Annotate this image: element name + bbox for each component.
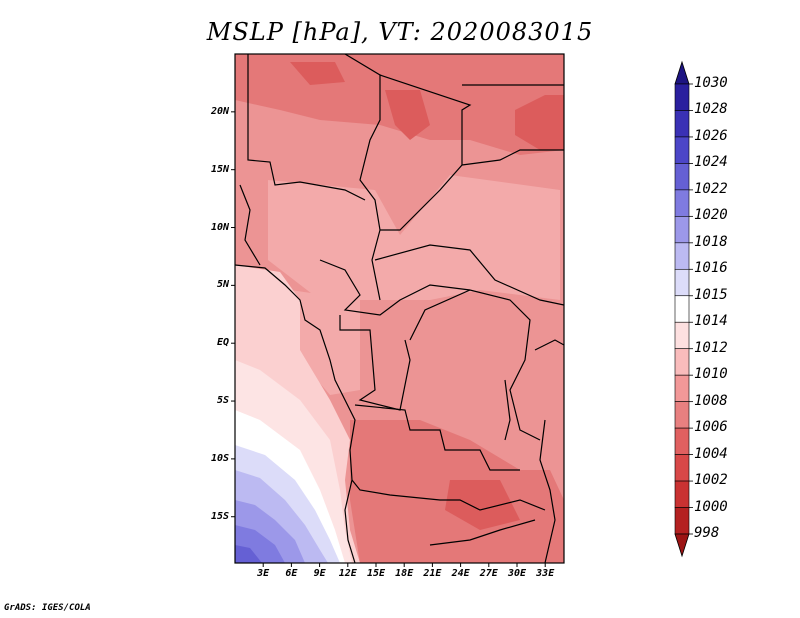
lat-label: 10N xyxy=(210,221,229,233)
colorbar-level-label: 1028 xyxy=(694,101,728,118)
colorbar-level-label: 1010 xyxy=(694,366,728,383)
grads-credit: GrADS: IGES/COLA xyxy=(4,603,91,613)
pressure-core-1004-nw xyxy=(290,62,345,85)
lat-label: 5N xyxy=(216,279,229,291)
colorbar-swatch xyxy=(674,295,690,323)
lon-label: 3E xyxy=(257,568,270,579)
colorbar-swatch xyxy=(674,401,690,429)
colorbar-swatch xyxy=(674,136,690,164)
colorbar-bottom-triangle xyxy=(674,533,690,558)
lat-label: 15S xyxy=(210,510,229,522)
border-cameroon xyxy=(319,259,471,316)
map-title: MSLP [hPa], VT: 2020083015 xyxy=(206,18,594,46)
border-sudan xyxy=(461,149,564,166)
lat-label: 20N xyxy=(210,105,229,117)
colorbar-swatch xyxy=(674,321,690,350)
colorbar-level-label: 1012 xyxy=(694,339,728,356)
lon-label: 18E xyxy=(395,568,414,579)
colorbar-level-label: 1018 xyxy=(694,233,728,250)
colorbar-level-label: 1026 xyxy=(694,127,728,144)
colorbar-level-label: 1024 xyxy=(694,154,728,171)
colorbar-level-label: 1008 xyxy=(694,392,728,409)
map-frame xyxy=(234,53,565,564)
colorbar-swatch xyxy=(674,348,690,376)
border-drc-east xyxy=(409,289,541,441)
colorbar-level-label: 1014 xyxy=(694,313,728,330)
lat-label: 15N xyxy=(210,163,229,175)
colorbar-swatch xyxy=(674,189,690,217)
colorbar-swatch xyxy=(674,268,690,297)
lon-label: 21E xyxy=(423,568,442,579)
colorbar-level-label: 998 xyxy=(694,525,720,541)
lat-label: EQ xyxy=(216,337,229,349)
border-congo xyxy=(339,315,411,411)
country-borders xyxy=(235,54,564,563)
border-angola-north xyxy=(354,404,520,471)
colorbar-level-label: 1030 xyxy=(694,75,728,91)
pressure-field xyxy=(235,54,564,563)
lat-label: 5S xyxy=(216,395,229,407)
colorbar-swatch xyxy=(674,163,690,191)
lon-label: 33E xyxy=(536,568,555,579)
pressure-region-1024 xyxy=(235,545,262,563)
border-angola-south xyxy=(351,479,546,511)
pressure-core-1004-n xyxy=(385,90,430,140)
lon-label: 6E xyxy=(285,568,298,579)
colorbar-swatch xyxy=(674,480,690,508)
axis-ticks xyxy=(231,111,546,567)
colorbar-top-triangle xyxy=(674,60,690,85)
lon-label: 30E xyxy=(507,568,527,579)
colorbar-swatch xyxy=(674,507,690,535)
colorbar-swatch xyxy=(674,427,690,455)
colorbar-level-label: 1000 xyxy=(694,498,728,515)
border-central-north xyxy=(344,54,381,301)
colorbar-swatch xyxy=(674,374,690,402)
colorbar-level-label: 1015 xyxy=(694,286,728,303)
lon-label: 15E xyxy=(366,568,386,579)
colorbar-swatch xyxy=(674,83,690,111)
colorbar-level-label: 1020 xyxy=(694,207,728,224)
lon-label: 24E xyxy=(451,568,470,579)
colorbar-swatch xyxy=(674,242,690,270)
colorbar-level-label: 1004 xyxy=(694,445,728,462)
border-west xyxy=(247,54,366,201)
colorbar-swatch xyxy=(674,216,690,244)
lon-label: 9E xyxy=(313,568,326,579)
lat-label: 10S xyxy=(210,452,229,464)
border-westcoast xyxy=(239,184,261,266)
colorbar-level-label: 1006 xyxy=(694,419,728,436)
pressure-core-1004-ne xyxy=(515,95,564,150)
border-zambia-south xyxy=(429,519,536,546)
coastline xyxy=(235,264,356,563)
colorbar-swatch xyxy=(674,110,690,138)
colorbar-swatch xyxy=(674,454,690,482)
border-car xyxy=(374,244,564,306)
pressure-core-1004-s xyxy=(445,480,520,530)
lake-tanganyika xyxy=(504,379,511,441)
colorbar-level-label: 1002 xyxy=(694,472,728,489)
border-malawi xyxy=(539,419,556,563)
lon-label: 12E xyxy=(338,568,357,579)
border-uganda xyxy=(534,339,564,351)
lon-label: 27E xyxy=(479,568,498,579)
colorbar-level-label: 1016 xyxy=(694,260,728,277)
colorbar-level-label: 1022 xyxy=(694,180,728,197)
